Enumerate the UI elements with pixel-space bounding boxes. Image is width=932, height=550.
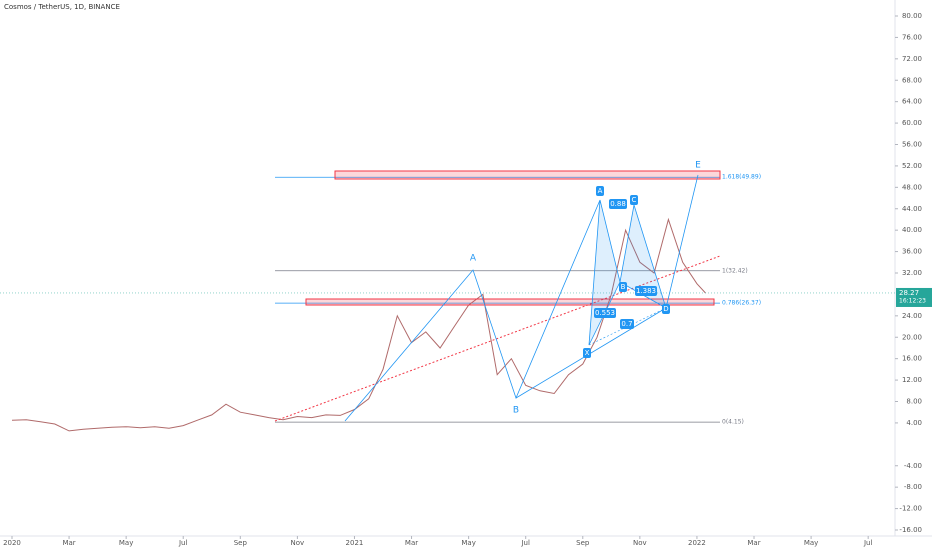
- pattern-label: D: [663, 305, 668, 313]
- ratio-label: 0.88: [610, 200, 626, 208]
- y-tick-label: -12.00: [899, 505, 922, 513]
- x-tick-label: Sep: [234, 539, 248, 547]
- y-tick-label: 52.00: [902, 162, 922, 170]
- label-box: [619, 282, 627, 292]
- chart-title: Cosmos / TetherUS, 1D, BINANCE: [4, 3, 120, 11]
- ratio-label: 1.383: [636, 287, 656, 295]
- price-line: [11, 217, 706, 432]
- x-tick-label: Mar: [747, 539, 760, 547]
- last-price: 28.27: [899, 289, 919, 297]
- pattern-labels: A B E X A B C D 0.88 1.383 0.553 0.7: [470, 161, 701, 416]
- y-tick-label: 40.00: [902, 226, 922, 234]
- x-tick-label: Jul: [178, 539, 188, 547]
- trend-line: [274, 255, 721, 422]
- y-tick-label: 32.00: [902, 269, 922, 277]
- y-tick-label: 36.00: [902, 248, 922, 256]
- pattern-label: B: [513, 406, 519, 416]
- countdown: 16:12:23: [899, 297, 926, 304]
- y-tick-label: 56.00: [902, 141, 922, 149]
- x-tick-label: Nov: [291, 539, 305, 547]
- fib-label: 1.618(49.89): [722, 174, 761, 181]
- x-tick-label: 2021: [346, 539, 364, 547]
- pattern-label: E: [695, 161, 701, 171]
- label-box: [662, 304, 670, 314]
- y-tick-label: 16.00: [902, 355, 922, 363]
- y-tick-label: 72.00: [902, 55, 922, 63]
- label-box: [583, 348, 591, 358]
- y-tick-label: -16.00: [899, 526, 922, 534]
- y-tick-label: 12.00: [902, 376, 922, 384]
- support-zone: [305, 298, 715, 306]
- y-tick-label: 20.00: [902, 333, 922, 341]
- x-tick-label: Nov: [633, 539, 647, 547]
- x-tick-label: 2022: [688, 539, 706, 547]
- pattern-label: A: [470, 254, 477, 264]
- ratio-box: [620, 319, 634, 329]
- pattern-label: C: [632, 196, 637, 204]
- ratio-label: 0.553: [595, 309, 615, 317]
- x-tick-label: May: [119, 539, 133, 547]
- y-tick-label: 68.00: [902, 76, 922, 84]
- y-tick-label: 8.00: [906, 398, 922, 406]
- x-tick-label: Mar: [62, 539, 75, 547]
- x-tick-label: Jul: [863, 539, 873, 547]
- y-tick-label: 60.00: [902, 119, 922, 127]
- label-box: [630, 195, 638, 205]
- y-tick-label: -4.00: [904, 462, 922, 470]
- label-box: [596, 186, 604, 196]
- x-tick-label: May: [461, 539, 475, 547]
- ratio-label: 0.7: [621, 320, 632, 328]
- x-tick-label: 2020: [3, 539, 21, 547]
- fib-label: 1(32.42): [722, 267, 748, 274]
- pattern-label: B: [621, 283, 626, 291]
- abcd-pattern: [344, 199, 601, 422]
- x-tick-label: Jul: [520, 539, 530, 547]
- ratio-box: [609, 199, 627, 209]
- y-tick-label: 48.00: [902, 183, 922, 191]
- y-tick-label: 24.00: [902, 312, 922, 320]
- pattern-label: X: [585, 349, 590, 357]
- y-tick-label: 80.00: [902, 12, 922, 20]
- pattern-label: A: [598, 187, 603, 195]
- resistance-zone: [334, 170, 721, 180]
- y-tick-label: 44.00: [902, 205, 922, 213]
- x-tick-label: May: [804, 539, 818, 547]
- y-tick-label: 64.00: [902, 98, 922, 106]
- fib-label: 0(4.15): [722, 419, 744, 426]
- y-tick-label: -8.00: [904, 483, 922, 491]
- y-tick-label: 4.00: [906, 419, 922, 427]
- fib-label: 0.786(26.37): [722, 300, 761, 307]
- x-tick-label: Sep: [576, 539, 590, 547]
- ratio-box: [635, 286, 657, 296]
- ratio-box: [594, 308, 616, 318]
- x-tick-label: Mar: [405, 539, 418, 547]
- last-price-box: [896, 287, 932, 307]
- y-tick-label: 76.00: [902, 33, 922, 41]
